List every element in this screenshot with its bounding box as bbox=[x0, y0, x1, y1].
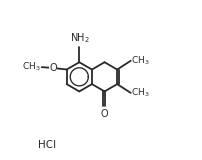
Text: O: O bbox=[49, 63, 57, 73]
Text: CH$_3$: CH$_3$ bbox=[131, 87, 149, 99]
Text: CH$_3$: CH$_3$ bbox=[22, 61, 41, 73]
Text: CH$_3$: CH$_3$ bbox=[131, 55, 149, 67]
Text: NH$_2$: NH$_2$ bbox=[70, 32, 90, 45]
Text: HCl: HCl bbox=[38, 140, 56, 150]
Text: O: O bbox=[100, 109, 108, 119]
